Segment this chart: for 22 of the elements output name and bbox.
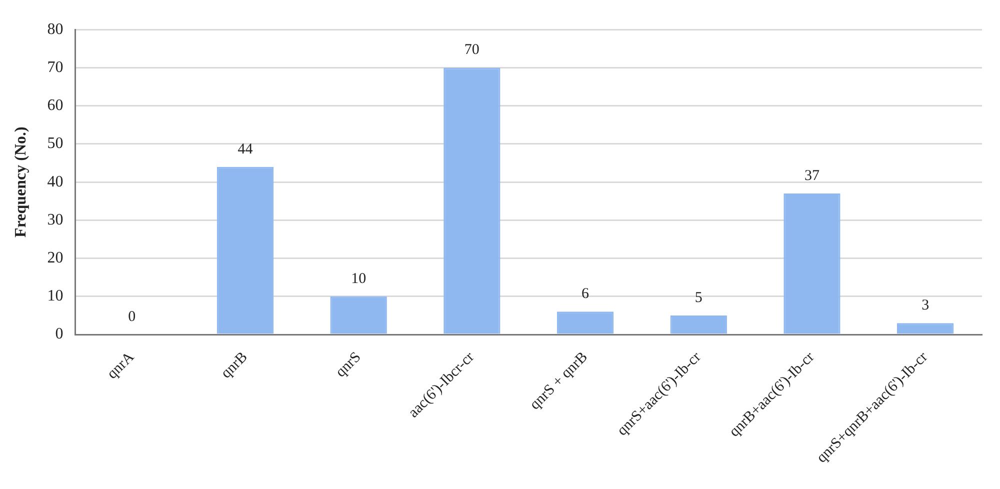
y-tick-label: 80	[47, 20, 64, 38]
y-tick-label: 30	[47, 211, 64, 228]
y-tick-label: 70	[47, 58, 64, 76]
data-label: 0	[128, 308, 136, 325]
data-label: 3	[922, 298, 930, 314]
y-axis-title: Frequency (No.)	[12, 126, 30, 238]
y-tick-label: 0	[55, 326, 64, 343]
x-tick-label: qnrA	[104, 349, 138, 382]
data-label: 5	[694, 290, 702, 306]
data-label: 10	[351, 270, 366, 287]
x-tick-label: qnrS	[332, 349, 364, 381]
y-tick-label: 10	[47, 288, 64, 305]
x-tick-label: qnrS + qnrB	[527, 349, 591, 414]
data-label: 70	[464, 42, 480, 58]
y-tick-label: 60	[47, 97, 64, 114]
data-label: 44	[238, 141, 254, 158]
y-tick-label: 20	[47, 249, 64, 266]
y-tick-label: 50	[47, 135, 64, 152]
data-label: 37	[804, 168, 820, 184]
data-label: 6	[582, 286, 590, 302]
x-tick-label: qnrB	[218, 349, 251, 382]
y-tick-label: 40	[47, 173, 64, 190]
